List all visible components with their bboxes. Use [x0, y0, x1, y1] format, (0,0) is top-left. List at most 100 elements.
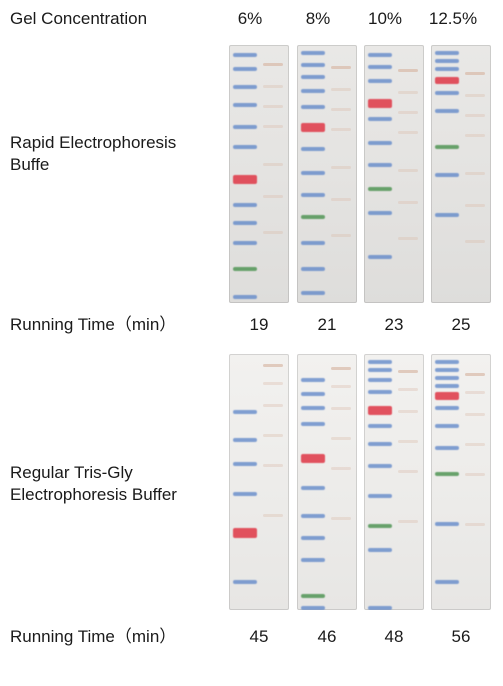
- blue-marker-band: [435, 384, 459, 388]
- blue-marker-band: [233, 241, 257, 245]
- blue-marker-band: [435, 51, 459, 55]
- sample-band: [331, 66, 351, 69]
- sample-band: [398, 410, 418, 413]
- sample-band: [331, 128, 351, 131]
- blue-marker-band: [435, 376, 459, 380]
- running-time-value: 45: [249, 627, 269, 646]
- sample-band: [331, 517, 351, 520]
- blue-marker-band: [435, 446, 459, 450]
- running-time-value: 46: [317, 627, 337, 646]
- gel-concentration-label: Gel Concentration: [10, 9, 148, 28]
- running-time-label: Running Time（min）: [10, 627, 177, 646]
- regular-buffer-label: Regular Tris-Gly Electrophoresis Buffer: [10, 463, 177, 504]
- green-marker-band: [233, 267, 257, 271]
- green-marker-band: [301, 215, 325, 219]
- blue-marker-band: [368, 141, 392, 145]
- blue-marker-band: [435, 109, 459, 113]
- blue-marker-band: [368, 65, 392, 69]
- gel-image: [297, 45, 357, 303]
- blue-marker-band: [435, 406, 459, 410]
- blue-marker-band: [368, 442, 392, 446]
- blue-marker-band: [301, 514, 325, 518]
- blue-marker-band: [301, 75, 325, 79]
- sample-band: [263, 382, 283, 385]
- blue-marker-band: [368, 390, 392, 394]
- sample-band: [398, 388, 418, 391]
- gel-image: [431, 45, 491, 303]
- red-marker-band: [233, 528, 257, 538]
- blue-marker-band: [368, 163, 392, 167]
- blue-marker-band: [301, 486, 325, 490]
- red-marker-band: [301, 123, 325, 132]
- running-time-value: 25: [451, 315, 471, 334]
- blue-marker-band: [435, 213, 459, 217]
- blue-marker-band: [435, 580, 459, 584]
- sample-band: [263, 364, 283, 367]
- gel-image: [229, 45, 289, 303]
- blue-marker-band: [368, 117, 392, 121]
- green-marker-band: [435, 472, 459, 476]
- blue-marker-band: [233, 53, 257, 57]
- sample-band: [465, 134, 485, 137]
- sample-band: [465, 391, 485, 394]
- blue-marker-band: [435, 91, 459, 95]
- sample-band: [465, 72, 485, 75]
- blue-marker-band: [368, 606, 392, 610]
- blue-marker-band: [233, 221, 257, 225]
- running-time-label: Running Time（min）: [10, 315, 177, 334]
- sample-band: [263, 404, 283, 407]
- blue-marker-band: [435, 360, 459, 364]
- gel-image: [297, 354, 357, 610]
- green-marker-band: [435, 145, 459, 149]
- concentration-12-5: 12.5%: [428, 9, 478, 28]
- blue-marker-band: [435, 522, 459, 526]
- blue-marker-band: [301, 422, 325, 426]
- sample-band: [263, 63, 283, 66]
- sample-band: [465, 204, 485, 207]
- blue-marker-band: [368, 360, 392, 364]
- blue-marker-band: [301, 105, 325, 109]
- concentration-6: 6%: [237, 9, 263, 28]
- blue-marker-band: [301, 536, 325, 540]
- blue-marker-band: [301, 606, 325, 610]
- sample-band: [263, 105, 283, 108]
- gel-image: [364, 45, 424, 303]
- sample-band: [263, 85, 283, 88]
- sample-band: [398, 91, 418, 94]
- sample-band: [263, 231, 283, 234]
- sample-band: [398, 470, 418, 473]
- gel-image: [364, 354, 424, 610]
- red-marker-band: [368, 99, 392, 108]
- red-marker-band: [233, 175, 257, 184]
- sample-band: [465, 114, 485, 117]
- concentration-10: 10%: [367, 9, 403, 28]
- blue-marker-band: [233, 438, 257, 442]
- blue-marker-band: [435, 368, 459, 372]
- sample-band: [398, 370, 418, 373]
- blue-marker-band: [301, 89, 325, 93]
- blue-marker-band: [368, 378, 392, 382]
- sample-band: [398, 131, 418, 134]
- sample-band: [331, 198, 351, 201]
- sample-band: [398, 111, 418, 114]
- sample-band: [465, 413, 485, 416]
- concentration-8: 8%: [305, 9, 331, 28]
- blue-marker-band: [435, 173, 459, 177]
- blue-marker-band: [368, 368, 392, 372]
- blue-marker-band: [368, 53, 392, 57]
- sample-band: [465, 94, 485, 97]
- blue-marker-band: [368, 211, 392, 215]
- blue-marker-band: [435, 59, 459, 63]
- blue-marker-band: [233, 462, 257, 466]
- sample-band: [398, 237, 418, 240]
- blue-marker-band: [233, 103, 257, 107]
- blue-marker-band: [301, 51, 325, 55]
- blue-marker-band: [301, 558, 325, 562]
- running-time-value: 56: [451, 627, 471, 646]
- blue-marker-band: [233, 580, 257, 584]
- red-marker-band: [435, 77, 459, 84]
- red-marker-band: [435, 392, 459, 400]
- blue-marker-band: [301, 147, 325, 151]
- blue-marker-band: [301, 392, 325, 396]
- sample-band: [263, 195, 283, 198]
